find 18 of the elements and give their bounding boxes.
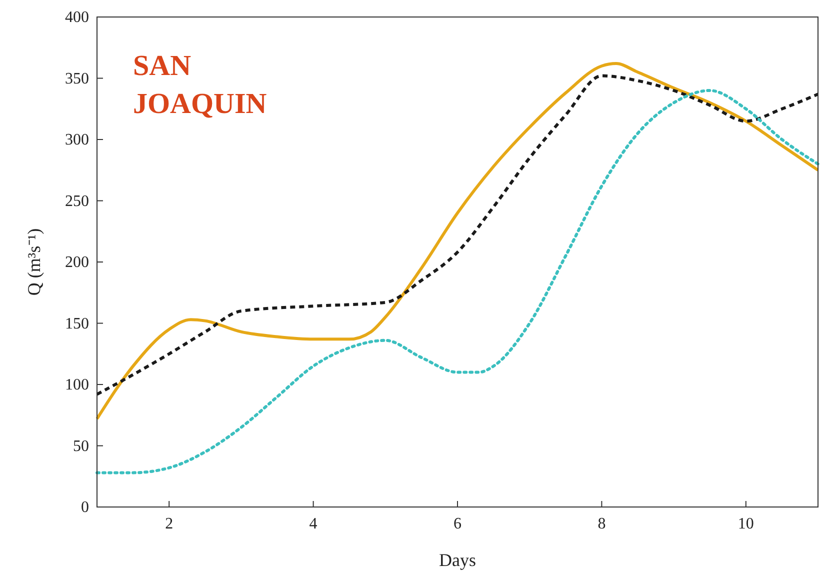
y-tick-label: 200 [65, 254, 89, 272]
y-tick-label: 350 [65, 70, 89, 88]
y-tick-label: 50 [73, 438, 89, 455]
y-tick-label: 100 [65, 376, 89, 394]
x-tick-label: 2 [165, 515, 174, 532]
y-tick-label: 0 [81, 499, 89, 516]
x-tick-label: 6 [454, 515, 462, 532]
x-tick-label: 10 [738, 515, 754, 532]
line-series [96, 89, 820, 474]
y-tick-label: 400 [65, 9, 89, 26]
annotation: SAN JOAQUIN [133, 50, 267, 120]
x-tick-label: 4 [309, 515, 318, 532]
y-axis-title: Q (m³s⁻¹) [24, 228, 44, 296]
y-tick-label: 300 [65, 132, 89, 149]
y-tick-label: 150 [65, 315, 89, 332]
x-axis-title: Days [439, 550, 476, 570]
y-tick-label: 250 [65, 192, 89, 210]
x-tick-label: 8 [598, 515, 606, 532]
